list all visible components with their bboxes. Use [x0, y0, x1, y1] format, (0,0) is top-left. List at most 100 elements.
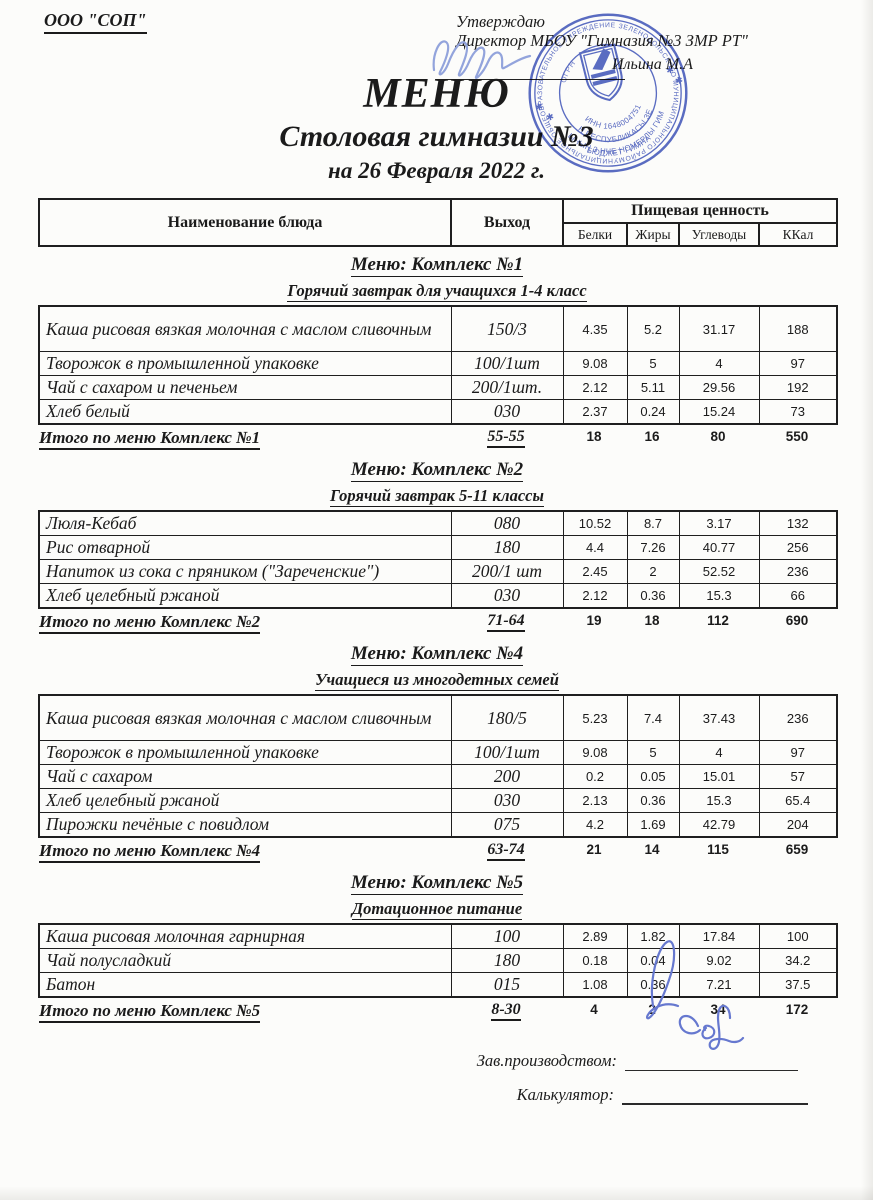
dish-row: Чай с сахаром и печеньем 200/1шт. 2.12 5… [38, 375, 838, 400]
dish-name-cell: Творожок в промышленной упаковке [38, 351, 452, 376]
stamp-star-icon: ✱ [665, 64, 675, 76]
section-subtitle: Горячий завтрак для учащихся 1-4 класс [287, 281, 587, 302]
calculator-signature [678, 1004, 745, 1050]
carbs-cell: 3.17 [678, 510, 760, 536]
kcal-cell: 97 [758, 351, 838, 376]
section-subtitle: Дотационное питание [351, 899, 523, 920]
kcal-cell: 236 [758, 694, 838, 741]
portion-cell: 080 [450, 510, 564, 536]
dish-name-cell: Чай полусладкий [38, 948, 452, 973]
col-header-kcal: ККал [758, 222, 838, 247]
total-kcal: 659 [785, 842, 809, 857]
total-label: Итого по меню Комплекс №5 [38, 1001, 450, 1023]
col-header-dish-name: Наименование блюда [38, 198, 452, 247]
portion-cell: 100/1шт [450, 351, 564, 376]
portion-cell: 200/1шт. [450, 375, 564, 400]
kcal-cell: 37.5 [758, 972, 838, 998]
section-title: Меню: Комплекс №1 [350, 254, 524, 277]
page-title: МЕНЮ [363, 71, 510, 117]
dish-row: Напиток из сока с пряником ("Зареченские… [38, 559, 838, 584]
fat-cell: 8.7 [626, 510, 680, 536]
fat-cell: 1.69 [626, 812, 680, 838]
menu-sections: Меню: Комплекс №1 Горячий завтрак для уч… [38, 254, 838, 1025]
total-fat: 14 [644, 842, 660, 857]
carbs-cell: 15.3 [678, 583, 760, 609]
dish-row: Хлеб белый 030 2.37 0.24 15.24 73 [38, 399, 838, 425]
kcal-cell: 132 [758, 510, 838, 536]
protein-cell: 2.89 [562, 923, 628, 949]
menu-section: Меню: Комплекс №4 Учащиеся из многодетны… [38, 643, 838, 865]
carbs-cell: 42.79 [678, 812, 760, 838]
dish-row: Рис отварной 180 4.4 7.26 40.77 256 [38, 535, 838, 560]
total-out: 71-64 [450, 612, 562, 632]
carbs-cell: 29.56 [678, 375, 760, 400]
total-kcal: 690 [785, 613, 809, 628]
document-body: Наименование блюда Выход Пищевая ценност… [0, 198, 873, 1105]
carbs-cell: 9.02 [678, 948, 760, 973]
total-protein: 18 [586, 429, 602, 444]
dish-table: Люля-Кебаб 080 10.52 8.7 3.17 132 Рис от… [38, 510, 838, 609]
org-name: ООО "СОП" [44, 10, 147, 34]
portion-cell: 015 [450, 972, 564, 998]
dish-name-cell: Чай с сахаром и печеньем [38, 375, 452, 400]
section-subtitle: Горячий завтрак 5-11 классы [330, 486, 544, 507]
dish-row: Творожок в промышленной упаковке 100/1шт… [38, 351, 838, 376]
protein-cell: 2.13 [562, 788, 628, 813]
portion-cell: 100/1шт [450, 740, 564, 765]
kcal-cell: 66 [758, 583, 838, 609]
protein-cell: 2.37 [562, 399, 628, 425]
section-title: Меню: Комплекс №5 [350, 872, 524, 895]
total-kcal: 172 [785, 1002, 809, 1017]
portion-cell: 180/5 [450, 694, 564, 741]
dish-name-cell: Рис отварной [38, 535, 452, 560]
section-title: Меню: Комплекс №4 [350, 643, 524, 666]
total-carbs: 115 [707, 842, 729, 857]
kcal-cell: 192 [758, 375, 838, 400]
total-fat: 16 [644, 429, 660, 444]
fat-cell: 0.36 [626, 583, 680, 609]
menu-date: на 26 Февраля 2022 г. [328, 158, 545, 183]
dish-row: Хлеб целебный ржаной 030 2.13 0.36 15.3 … [38, 788, 838, 813]
kcal-cell: 100 [758, 923, 838, 949]
carbs-cell: 7.21 [678, 972, 760, 998]
total-label: Итого по меню Комплекс №2 [38, 612, 450, 634]
portion-cell: 180 [450, 948, 564, 973]
fat-cell: 0.24 [626, 399, 680, 425]
approver-name: Ильина М.А [612, 56, 693, 73]
manager-signature [646, 940, 680, 1020]
page-subtitle: Столовая гимназии №3 [279, 120, 594, 153]
manager-signature-line [625, 1070, 798, 1071]
kcal-cell: 73 [758, 399, 838, 425]
manager-label: Зав.производством: [476, 1051, 617, 1070]
portion-cell: 100 [450, 923, 564, 949]
col-header-out: Выход [450, 198, 564, 247]
kcal-cell: 97 [758, 740, 838, 765]
portion-cell: 180 [450, 535, 564, 560]
dish-row: Творожок в промышленной упаковке 100/1шт… [38, 740, 838, 765]
dish-row: Каша рисовая молочная гарнирная 100 2.89… [38, 923, 838, 949]
protein-cell: 9.08 [562, 740, 628, 765]
total-protein: 19 [586, 613, 602, 628]
protein-cell: 5.23 [562, 694, 628, 741]
columns-header-table: Наименование блюда Выход Пищевая ценност… [38, 198, 838, 247]
approve-word: Утверждаю [456, 12, 545, 31]
dish-row: Хлеб целебный ржаной 030 2.12 0.36 15.3 … [38, 583, 838, 609]
fat-cell: 5 [626, 740, 680, 765]
fat-cell: 7.26 [626, 535, 680, 560]
carbs-cell: 31.17 [678, 305, 760, 352]
total-label: Итого по меню Комплекс №4 [38, 841, 450, 863]
dish-name-cell: Батон [38, 972, 452, 998]
total-protein: 4 [590, 1002, 598, 1017]
document-header: ООО "СОП" Утверждаю Директор МБОУ "Гимна… [0, 0, 873, 198]
protein-cell: 2.12 [562, 583, 628, 609]
carbs-cell: 15.24 [678, 399, 760, 425]
stamp-star-icon: ✱ [545, 111, 555, 123]
dish-table: Каша рисовая вязкая молочная с маслом сл… [38, 305, 838, 425]
total-protein: 21 [586, 842, 602, 857]
carbs-cell: 17.84 [678, 923, 760, 949]
col-header-carbs: Углеводы [678, 222, 760, 247]
kcal-cell: 236 [758, 559, 838, 584]
section-title: Меню: Комплекс №2 [350, 459, 524, 482]
protein-cell: 10.52 [562, 510, 628, 536]
